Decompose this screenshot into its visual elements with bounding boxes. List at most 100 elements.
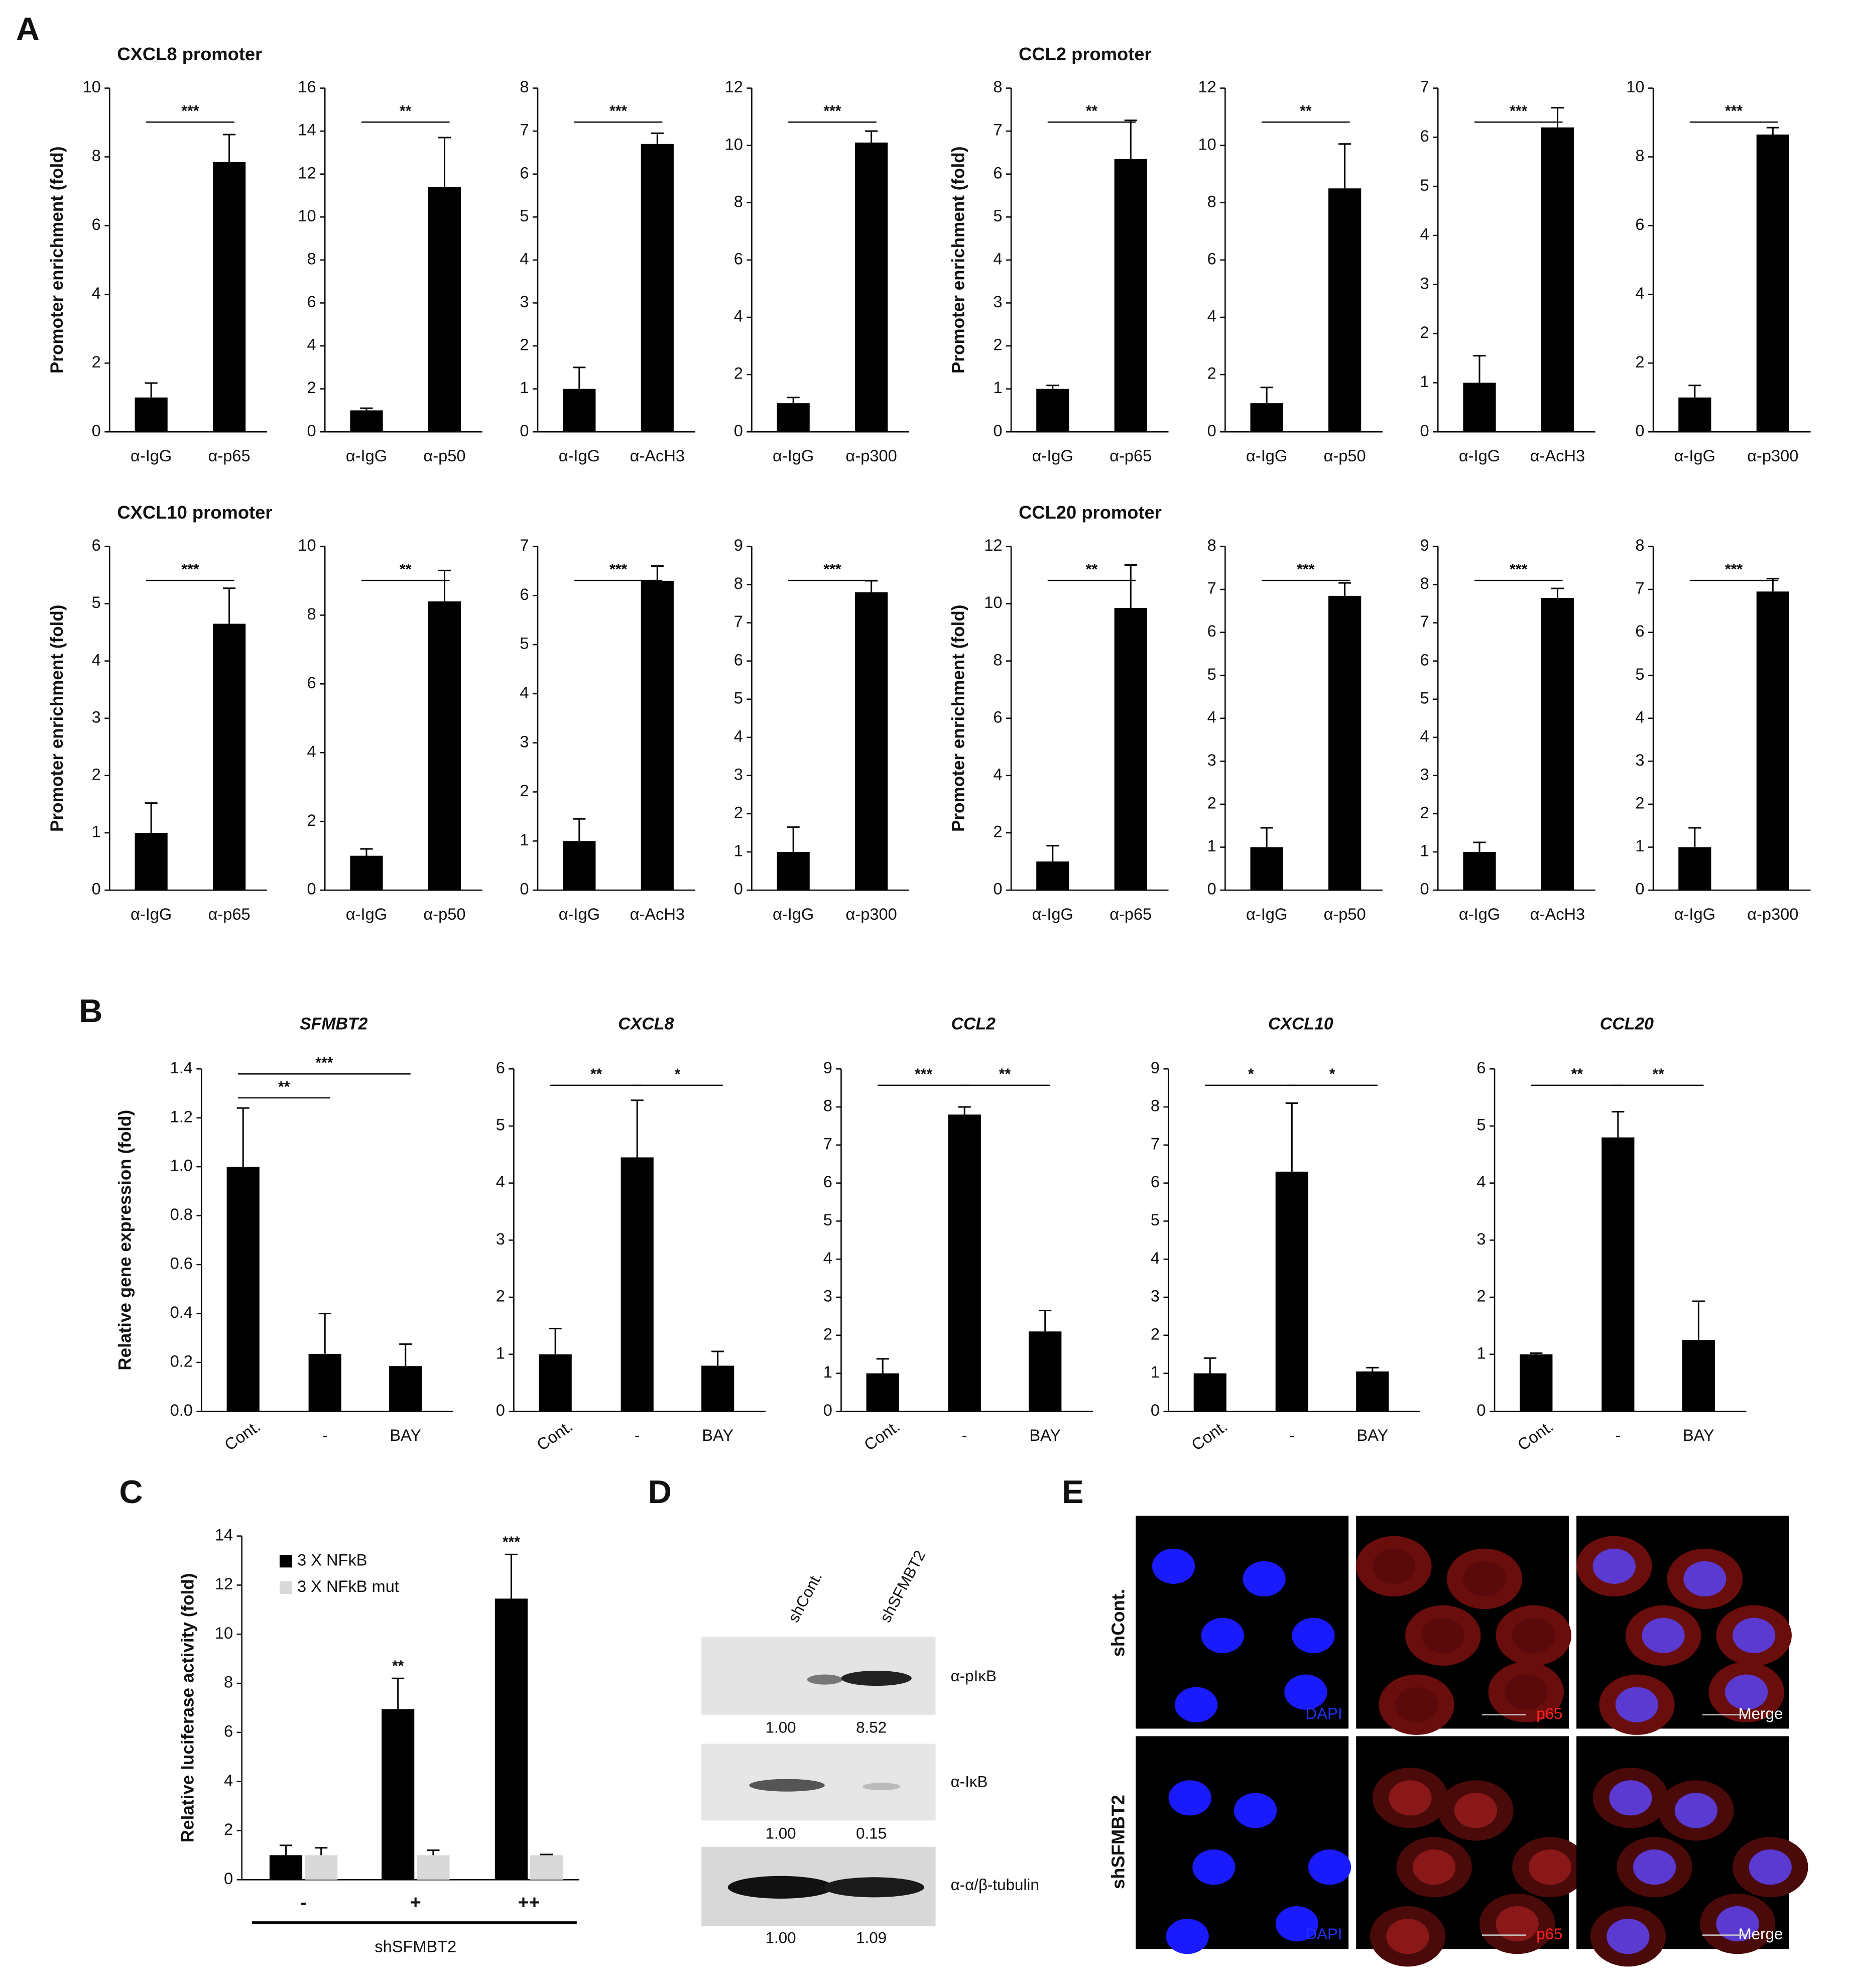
y-tick-label: 10 xyxy=(215,1624,233,1642)
y-tick-label: 0 xyxy=(307,421,316,440)
y-tick-label: 3 xyxy=(520,732,529,751)
y-tick-label: 6 xyxy=(92,536,101,554)
bar xyxy=(1250,847,1283,891)
channel-label: p65 xyxy=(1536,1705,1562,1722)
y-tick-label: 12 xyxy=(1198,77,1216,96)
y-tick-label: 5 xyxy=(1476,1115,1486,1134)
bar xyxy=(1356,1371,1389,1412)
x-tick-label: α-p65 xyxy=(208,905,251,923)
bar xyxy=(777,403,810,432)
bar xyxy=(1036,861,1069,891)
bar xyxy=(1541,598,1574,891)
bar xyxy=(1756,134,1789,432)
nucleus xyxy=(1243,1561,1286,1597)
error-bar xyxy=(1530,1352,1543,1354)
y-tick-label: 5 xyxy=(1420,688,1429,707)
chart-title: SFMBT2 xyxy=(300,1014,368,1033)
y-tick-label: 10 xyxy=(1626,77,1644,96)
y-tick-label: 0 xyxy=(520,421,529,440)
y-tick-label: 5 xyxy=(734,688,743,707)
x-tick-label: α-p65 xyxy=(1109,905,1152,923)
y-tick-label: 1 xyxy=(734,841,743,860)
y-tick-label: 10 xyxy=(298,536,316,554)
bar xyxy=(308,1353,341,1412)
y-tick-label: 14 xyxy=(298,120,316,139)
y-tick-label: 12 xyxy=(725,77,743,96)
error-bar xyxy=(1473,841,1486,852)
y-tick-label: 6 xyxy=(1635,622,1644,640)
panel-label: A xyxy=(16,11,40,47)
y-tick-label: 3 xyxy=(1207,751,1216,769)
bar xyxy=(428,601,461,891)
nucleus-red xyxy=(1505,1674,1548,1710)
y-tick-label: 0.6 xyxy=(170,1254,193,1273)
y-tick-label: 9 xyxy=(1420,536,1429,554)
significance-label: ** xyxy=(400,103,412,119)
y-tick-label: 5 xyxy=(1151,1210,1160,1229)
error-bar xyxy=(540,1853,553,1855)
y-tick-label: 0.8 xyxy=(170,1205,193,1223)
y-axis-label: Promoter enrichment (fold) xyxy=(948,604,968,832)
y-tick-label: 6 xyxy=(307,292,316,311)
y-tick-label: 6 xyxy=(993,163,1002,182)
x-tick-label: α-AcH3 xyxy=(1530,446,1585,465)
y-tick-label: 2 xyxy=(1635,352,1644,371)
y-tick-label: 6 xyxy=(307,673,316,692)
y-tick-label: 12 xyxy=(984,536,1002,554)
bar xyxy=(1036,389,1069,432)
significance-label: *** xyxy=(1510,561,1527,578)
y-tick-label: 3 xyxy=(734,765,743,783)
y-tick-label: 6 xyxy=(1420,650,1429,669)
y-tick-label: 7 xyxy=(823,1134,832,1153)
y-tick-label: 8 xyxy=(734,192,743,210)
nucleus-red xyxy=(1389,1780,1432,1816)
bar xyxy=(495,1598,528,1880)
quant: 1.00 xyxy=(766,1719,796,1736)
y-tick-label: 7 xyxy=(734,612,743,631)
bar xyxy=(641,144,674,432)
y-tick-label: 0 xyxy=(92,421,101,440)
significance-label: *** xyxy=(609,103,627,119)
y-tick-label: 0 xyxy=(496,1401,505,1419)
bar xyxy=(428,187,461,432)
y-tick-label: 4 xyxy=(496,1172,505,1191)
y-tick-label: 1 xyxy=(823,1362,832,1381)
y-tick-label: 8 xyxy=(993,77,1002,96)
x-tick-label: ++ xyxy=(518,1892,540,1913)
x-tick-label: α-IgG xyxy=(1459,905,1500,923)
error-bar xyxy=(1203,1357,1216,1374)
error-bar xyxy=(1124,564,1137,608)
bar xyxy=(866,1373,899,1412)
error-bar xyxy=(1766,127,1779,135)
band xyxy=(727,1876,834,1899)
significance-label: *** xyxy=(1510,103,1527,119)
bar xyxy=(563,841,596,891)
x-tick-label: - xyxy=(635,1426,640,1444)
error-bar xyxy=(392,1677,405,1709)
x-tick-label: - xyxy=(322,1426,328,1444)
error-bar xyxy=(318,1312,331,1354)
bar xyxy=(213,162,246,432)
y-tick-label: 8 xyxy=(734,574,743,592)
nucleus-red xyxy=(1512,1618,1555,1653)
y-tick-label: 7 xyxy=(1207,579,1216,597)
bar xyxy=(539,1354,572,1412)
y-tick-label: 7 xyxy=(1151,1134,1160,1153)
nucleus xyxy=(1284,1674,1327,1710)
significance-label: *** xyxy=(181,103,199,119)
nucleus-red xyxy=(1386,1919,1429,1954)
y-tick-label: 8 xyxy=(307,249,316,268)
x-tick-label: α-IgG xyxy=(1674,446,1715,465)
nucleus-red xyxy=(1496,1906,1539,1942)
chart-title: CCL2 promoter xyxy=(1019,44,1152,64)
y-tick-label: 1.2 xyxy=(170,1107,193,1126)
bar xyxy=(855,142,888,432)
y-tick-label: 4 xyxy=(993,249,1002,268)
y-tick-label: 10 xyxy=(725,135,743,153)
y-tick-label: 0.4 xyxy=(170,1303,193,1321)
y-tick-label: 14 xyxy=(215,1525,233,1544)
panel-label: D xyxy=(648,1473,672,1510)
bar xyxy=(1275,1171,1308,1412)
y-tick-label: 4 xyxy=(1207,307,1216,325)
y-tick-label: 6 xyxy=(1207,622,1216,640)
